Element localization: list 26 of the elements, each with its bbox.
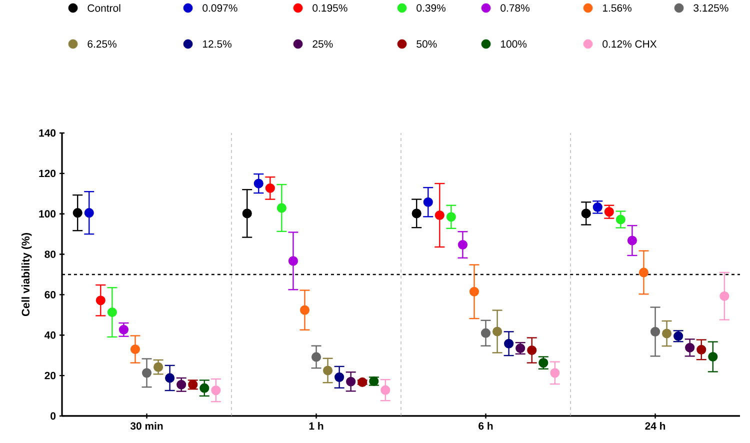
y-tick-label: 40 <box>44 331 56 339</box>
legend-label: 100% <box>501 40 527 48</box>
legend-label: 3.125% <box>694 4 728 12</box>
y-tick-label: 0 <box>50 412 56 420</box>
legend-label: 50% <box>416 40 437 48</box>
legend-label: 6.25% <box>88 40 116 48</box>
legend-label: Control <box>88 4 120 12</box>
y-tick-label: 60 <box>44 291 56 298</box>
y-tick-label: 140 <box>39 129 56 137</box>
y-tick-label: 20 <box>44 372 56 380</box>
y-tick-label: 100 <box>39 210 56 218</box>
legend-label: 0.195% <box>312 4 348 12</box>
y-tick-label: 80 <box>44 250 56 258</box>
x-tick-label: 30 min <box>130 422 163 430</box>
x-tick-label: 6 h <box>478 422 493 430</box>
legend-label: 0.097% <box>202 4 238 12</box>
legend-label: 1.56% <box>603 4 632 12</box>
legend-label: 0.39% <box>416 4 446 12</box>
x-tick-label: 24 h <box>645 422 666 430</box>
legend-label: 12.5% <box>203 40 232 48</box>
legend-label: 0.12% CHX <box>602 40 657 48</box>
legend-label: 0.78% <box>500 4 530 12</box>
legend-label: 25% <box>312 40 333 48</box>
y-axis-title: Cell viability (%) <box>21 233 32 316</box>
y-tick-label: 120 <box>39 170 56 178</box>
x-tick-label: 1 h <box>309 422 324 430</box>
